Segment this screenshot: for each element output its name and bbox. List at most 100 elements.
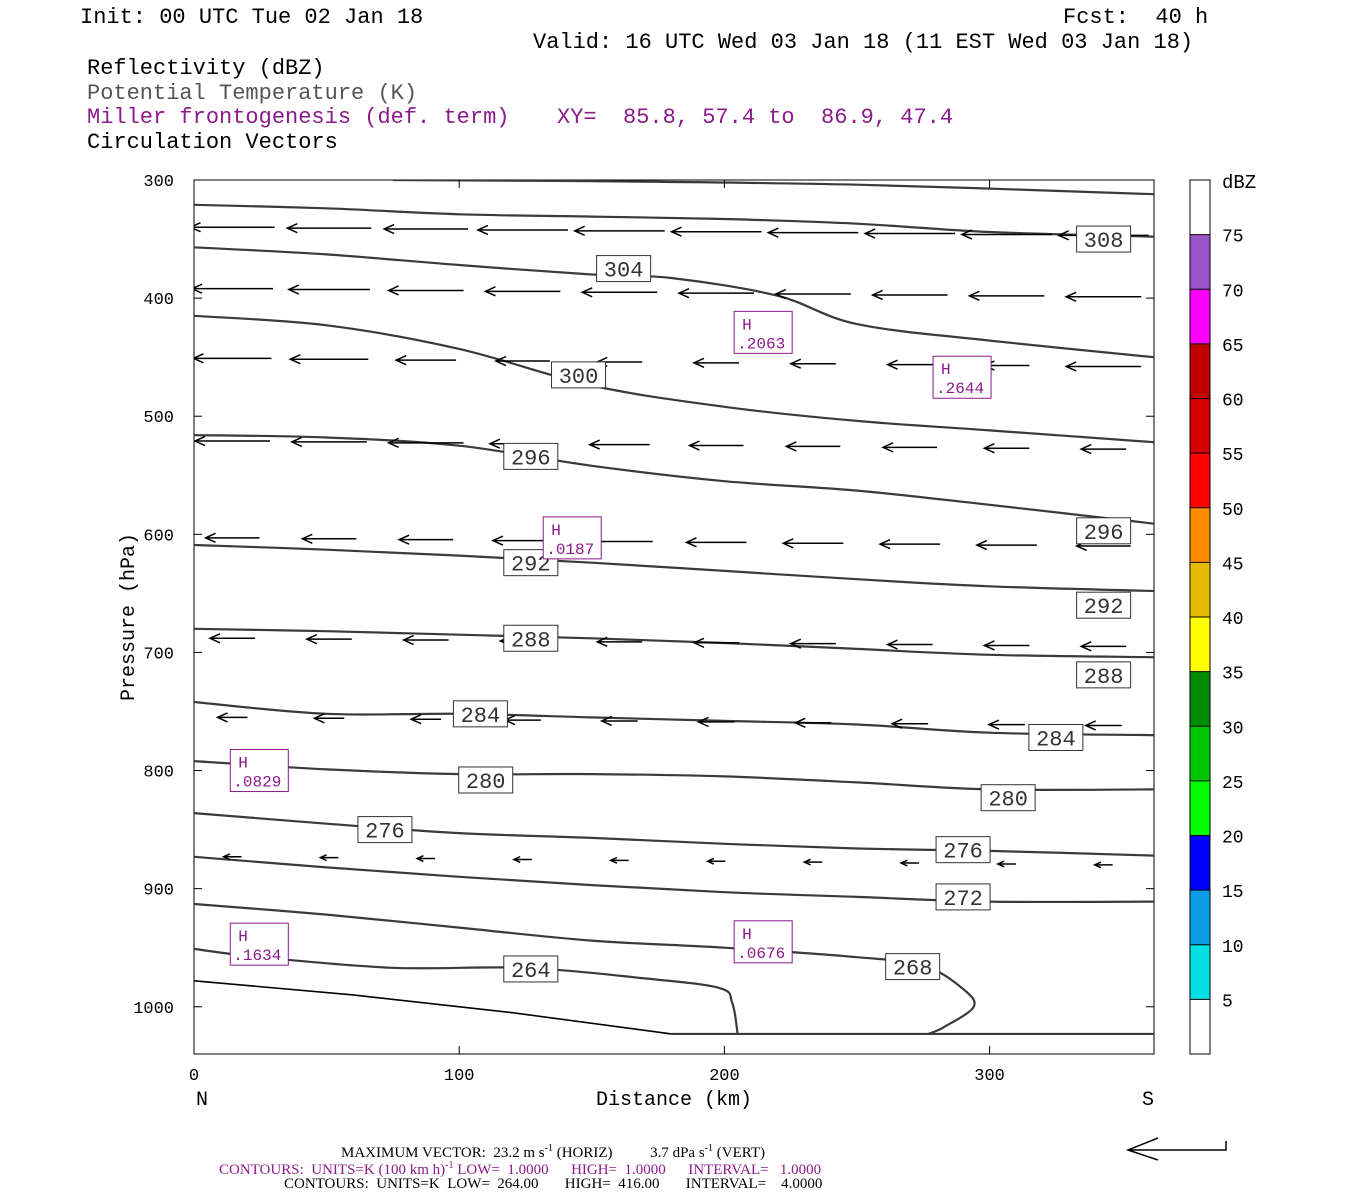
contour-label-text: 288 (511, 628, 551, 653)
vector-head (382, 223, 395, 235)
vector-head (1083, 720, 1096, 731)
contour-label-box (452, 700, 508, 728)
contour-label-box (357, 816, 413, 844)
vector-head (476, 224, 489, 236)
vector-head (304, 633, 318, 645)
vector-head (415, 855, 424, 863)
vector-head (286, 284, 300, 295)
frontogenesis-max: H.0187 (542, 516, 602, 560)
vector-head (386, 437, 399, 449)
vector-head (194, 435, 206, 447)
vector-head (1064, 291, 1077, 302)
colorbar-swatch (1190, 562, 1210, 617)
colorbar-swatch (1190, 617, 1210, 672)
colorbar-label: 15 (1222, 883, 1244, 903)
footer-max-vector: MAXIMUM VECTOR: 23.2 m s -1 (HORIZ) 3.7 d… (341, 1141, 765, 1161)
contour-label-284: 284 (452, 700, 508, 729)
frontogenesis-symbol: H (742, 926, 752, 944)
vector-head (386, 285, 399, 296)
contour-label-284: 284 (1028, 723, 1084, 752)
colorbar-swatch (1190, 890, 1210, 945)
frontogenesis-max: H.1634 (229, 922, 289, 966)
contour-label-text: 280 (466, 770, 506, 795)
vector-head (975, 539, 988, 551)
max-vector-text: MAXIMUM VECTOR: 23.2 m s (341, 1145, 545, 1161)
contour-label-276: 276 (935, 836, 991, 865)
frontogenesis-value: .0829 (233, 774, 281, 792)
contour-label-text: 284 (461, 704, 501, 729)
vector-head (692, 637, 705, 648)
vector-head (870, 289, 883, 301)
contour-label-text: 292 (1084, 595, 1124, 620)
max-vector-vert-value: 3.7 dPa s (650, 1145, 705, 1161)
frontogenesis-value: .2644 (936, 380, 984, 398)
contour-label-288: 288 (1076, 661, 1132, 690)
vector-head (203, 532, 216, 544)
vector-head (194, 222, 201, 233)
theta-contour-300 (194, 314, 1154, 444)
max-vert-exponent: -1 (704, 1143, 713, 1154)
vector-head (996, 860, 1005, 868)
vector-head (397, 534, 410, 545)
cross-section-endpoints: XY= 85.8, 57.4 to 86.9, 47.4 (557, 105, 954, 130)
contour-label-box (935, 836, 991, 864)
field-miller-frontogenesis: Miller frontogenesis (def. term) (87, 105, 510, 130)
reference-vector (1125, 1137, 1227, 1161)
plot-frame (193, 179, 1155, 1055)
contour-label-box (1076, 517, 1132, 545)
vector-head (494, 355, 507, 367)
max-vector-horiz: (HORIZ) (556, 1145, 613, 1161)
contour-label-box (1076, 225, 1132, 253)
circulation-vectors (194, 222, 1149, 869)
contour-label-304: 304 (596, 255, 652, 284)
vector-head (288, 354, 301, 365)
vector-head (1079, 641, 1092, 652)
vector-head (587, 439, 601, 450)
frontogenesis-box (229, 749, 289, 793)
colorbar-swatch (1190, 289, 1210, 344)
frontogenesis-box (733, 920, 793, 964)
frontogenesis-symbol: H (941, 361, 951, 379)
contour-label-text: 268 (893, 957, 933, 982)
colorbar-swatch (1190, 453, 1210, 508)
contour-label-264: 264 (503, 955, 559, 984)
x-tick-label: 300 (974, 1067, 1005, 1086)
footer-contours-theta: CONTOURS: UNITS=K LOW= 264.00 HIGH= 416.… (284, 1176, 823, 1192)
contour-labels: 264 2682722762762802802842842882882922922… (357, 225, 1132, 984)
vector-head (312, 713, 325, 724)
vector-head (784, 441, 797, 452)
frontogenesis-box (733, 310, 793, 354)
contour-label-296: 296 (503, 442, 559, 471)
vector-head (878, 538, 891, 550)
frontogenesis-symbol: H (551, 522, 561, 540)
vector-head (863, 228, 876, 239)
contour-label-text: 308 (1084, 229, 1124, 254)
theta-contour-276 (194, 812, 1154, 857)
y-tick-label: 900 (143, 882, 174, 901)
colorbar-label: 50 (1222, 501, 1244, 521)
contour-label-box (503, 624, 559, 652)
contour-label-text: 264 (511, 959, 551, 984)
axes: 0 100 200 300 300 400 500 600 700 800 900 1000 (133, 173, 1154, 1086)
vector-head (194, 283, 203, 294)
reference-vector-shaft (1128, 1141, 1227, 1151)
vector-head (409, 714, 422, 725)
vector-head (512, 855, 521, 863)
vector-head (987, 719, 1000, 730)
frontogenesis-box (229, 922, 289, 966)
init-time: Init: 00 UTC Tue 02 Jan 18 (80, 5, 424, 30)
contours-purple-range: LOW= 1.0000 HIGH= 1.0000 INTERVAL= 1.000… (453, 1162, 822, 1178)
theta-contour-268 (194, 902, 976, 1035)
vector-head (687, 440, 700, 451)
contour-label-text: 304 (604, 259, 644, 284)
vector-head (1064, 361, 1077, 372)
colorbar-swatch (1190, 726, 1210, 781)
colorbar-label: 45 (1222, 555, 1244, 575)
y-tick-label: 400 (143, 291, 174, 310)
theta-contour-288 (194, 627, 1154, 659)
theta-contour-296 (194, 434, 1154, 525)
contour-label-280: 280 (980, 784, 1036, 813)
vector-head (208, 633, 221, 644)
field-reflectivity: Reflectivity (dBZ) (87, 56, 325, 81)
